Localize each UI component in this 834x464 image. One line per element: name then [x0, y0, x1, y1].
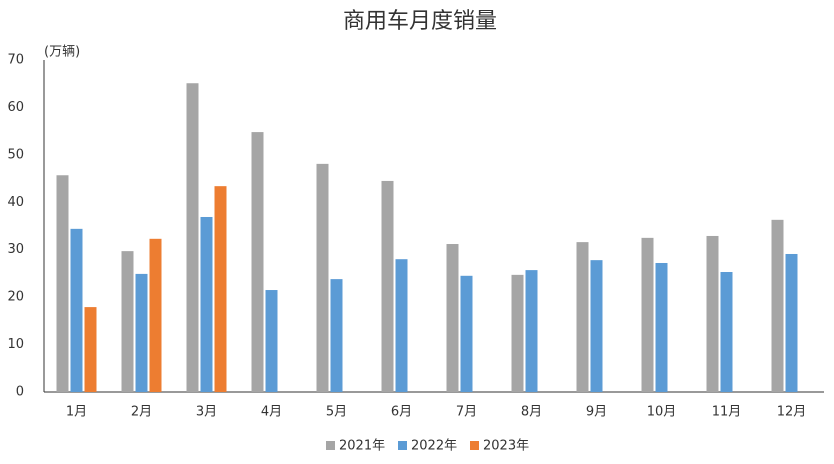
y-tick-label: 40 [7, 195, 24, 210]
bar [525, 270, 538, 392]
x-tick-label: 7月 [456, 405, 477, 420]
bar [771, 219, 784, 392]
y-axis-unit: (万辆) [44, 45, 80, 60]
y-tick-label: 0 [16, 385, 24, 400]
bar [200, 216, 213, 392]
bar [641, 237, 654, 392]
x-tick-label: 6月 [391, 405, 412, 420]
x-tick-label: 4月 [261, 405, 282, 420]
bar [381, 180, 394, 392]
bar [330, 279, 343, 392]
chart-title: 商用车月度销量 [343, 9, 497, 34]
legend-label: 2023年 [483, 439, 529, 454]
bar [135, 273, 148, 392]
bar [720, 272, 733, 392]
bar [316, 163, 329, 392]
bar [706, 235, 719, 392]
bar [785, 253, 798, 392]
bar [511, 274, 524, 392]
x-tick-label: 10月 [647, 405, 677, 420]
legend-swatch [398, 441, 407, 450]
legend-label: 2022年 [411, 439, 457, 454]
y-tick-label: 50 [7, 147, 24, 162]
bar [149, 238, 162, 392]
y-tick-label: 10 [7, 337, 24, 352]
x-tick-label: 3月 [196, 405, 217, 420]
bar [251, 132, 264, 392]
bar [655, 262, 668, 392]
bar [460, 275, 473, 392]
bar [395, 259, 408, 392]
y-tick-label: 70 [7, 53, 24, 68]
y-tick-label: 30 [7, 242, 24, 257]
bar [590, 260, 603, 392]
bar [186, 83, 199, 393]
bar [265, 290, 278, 392]
x-tick-label: 12月 [777, 405, 807, 420]
x-tick-label: 9月 [586, 405, 607, 420]
x-tick-label: 5月 [326, 405, 347, 420]
y-tick-label: 60 [7, 100, 24, 115]
bar [121, 251, 134, 392]
legend-swatch [470, 441, 479, 450]
legend-label: 2021年 [339, 439, 385, 454]
x-tick-label: 1月 [66, 405, 87, 420]
bar [56, 175, 69, 392]
legend-swatch [326, 441, 335, 450]
bar [84, 307, 97, 392]
x-tick-label: 11月 [712, 405, 742, 420]
x-tick-label: 2月 [131, 405, 152, 420]
x-tick-label: 8月 [521, 405, 542, 420]
bar [576, 242, 589, 392]
bar [70, 228, 83, 392]
y-tick-label: 20 [7, 290, 24, 305]
bar [446, 244, 459, 392]
bar [214, 186, 227, 392]
